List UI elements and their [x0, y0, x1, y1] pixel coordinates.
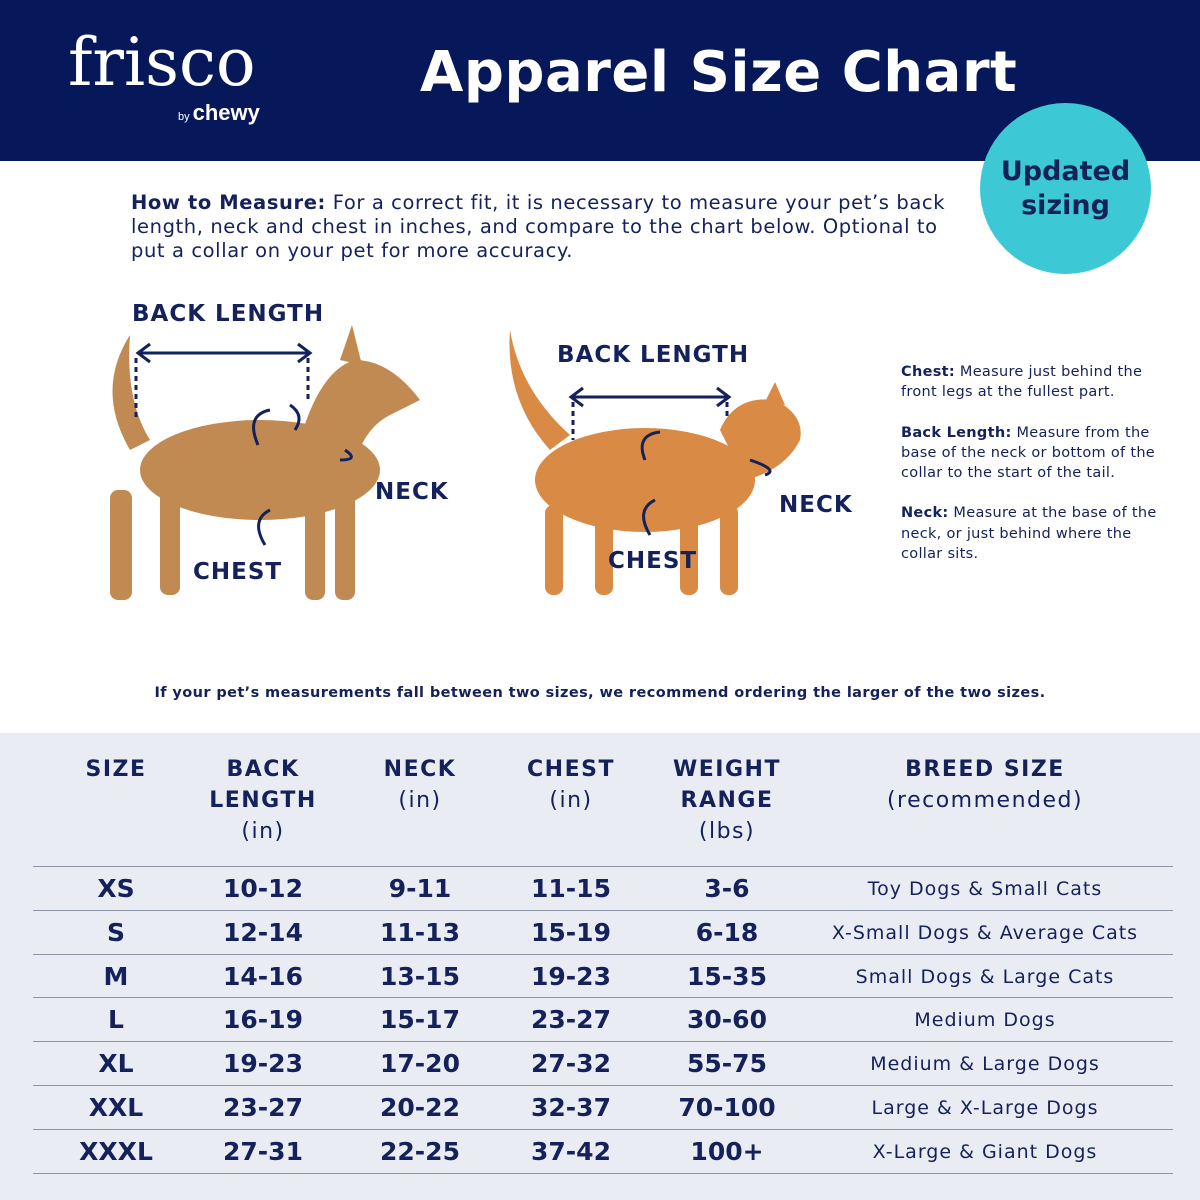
- note-chest: Chest: Measure just behind the front leg…: [901, 362, 1171, 403]
- table-cell: 12-14: [223, 917, 303, 947]
- table-row: XS 10-12 9-11 11-15 3-6 Toy Dogs & Small Cats: [33, 866, 1173, 910]
- table-row: XXL 23-27 20-22 32-37 70-100 Large & X-Large …: [33, 1085, 1173, 1129]
- table-cell: Toy Dogs & Small Cats: [867, 878, 1103, 900]
- table-cell: 32-37: [531, 1093, 611, 1122]
- updated-sizing-badge: Updated sizing: [980, 103, 1151, 274]
- table-cell: 11-15: [531, 874, 611, 903]
- table-cell: X-Large & Giant Dogs: [872, 1140, 1098, 1163]
- cat-chest-label: CHEST: [608, 548, 698, 574]
- table-cell: 16-19: [223, 1005, 303, 1035]
- table-cell: X-Small Dogs & Average Cats: [831, 921, 1139, 944]
- table-row: L 16-19 15-17 23-27 30-60 Medium Dogs: [33, 997, 1173, 1041]
- table-cell: 14-16: [223, 961, 303, 991]
- column-header-unit: (in): [398, 788, 442, 813]
- dog-chest-label: CHEST: [193, 559, 283, 585]
- table-divider: [33, 1173, 1173, 1174]
- note-neck: Neck: Measure at the base of the neck, o…: [901, 503, 1171, 564]
- table-cell: L: [108, 1005, 124, 1035]
- chewy-logo: by chewy: [178, 100, 260, 126]
- how-to-measure: How to Measure: For a correct fit, it is…: [131, 191, 951, 263]
- note-text: Measure at the base of the neck, or just…: [901, 505, 1157, 563]
- table-cell: 37-42: [531, 1136, 611, 1166]
- table-cell: 15-17: [380, 1005, 460, 1035]
- badge-line2: sizing: [1021, 189, 1110, 221]
- column-header-unit: (lbs): [698, 819, 756, 844]
- page-title: Apparel Size Chart: [420, 40, 1018, 105]
- logo-parent: chewy: [192, 100, 260, 125]
- column-header: CHEST (in): [511, 754, 631, 816]
- table-cell: 13-15: [380, 961, 460, 991]
- table-cell: 30-60: [687, 1005, 767, 1035]
- table-cell: 15-35: [687, 961, 767, 991]
- how-to-lead: How to Measure:: [131, 191, 326, 214]
- column-header: WEIGHT RANGE (lbs): [652, 754, 802, 847]
- column-header-title: BREED SIZE: [905, 757, 1065, 782]
- table-cell: Medium Dogs: [914, 1009, 1056, 1032]
- column-header: NECK (in): [360, 754, 480, 816]
- table-cell: 23-27: [223, 1093, 303, 1122]
- table-cell: Small Dogs & Large Cats: [855, 965, 1115, 988]
- table-cell: 55-75: [687, 1049, 767, 1079]
- column-header-unit: (recommended): [886, 788, 1084, 813]
- table-cell: 3-6: [704, 874, 750, 903]
- column-header-title: CHEST: [527, 757, 615, 782]
- note-term: Back Length:: [901, 424, 1012, 441]
- table-cell: Medium & Large Dogs: [870, 1053, 1100, 1076]
- table-cell: 10-12: [223, 874, 303, 903]
- table-cell: XL: [98, 1049, 134, 1079]
- column-header-title: BACK LENGTH: [209, 757, 317, 813]
- dog-neck-label: NECK: [375, 479, 449, 505]
- table-cell: 15-19: [531, 917, 611, 947]
- column-header: BREED SIZE (recommended): [855, 754, 1115, 816]
- sizing-tip: If your pet’s measurements fall between …: [154, 685, 1046, 701]
- logo-by: by: [178, 111, 190, 123]
- table-cell: 19-23: [223, 1049, 303, 1079]
- table-row: S 12-14 11-13 15-19 6-18 X-Small Dogs & Avera…: [33, 909, 1173, 954]
- column-header-unit: (in): [241, 819, 285, 844]
- dog-illustration: [110, 325, 420, 600]
- cat-illustration: [509, 330, 801, 595]
- column-header-title: WEIGHT RANGE: [673, 757, 781, 813]
- table-cell: 27-31: [223, 1136, 303, 1166]
- table-cell: Large & X-Large Dogs: [871, 1097, 1099, 1119]
- table-cell: S: [106, 917, 126, 947]
- table-cell: 6-18: [695, 917, 759, 947]
- table-cell: 19-23: [531, 961, 611, 991]
- table-cell: XXXL: [79, 1136, 153, 1166]
- dog-back-length-label: BACK LENGTH: [132, 301, 325, 327]
- table-cell: 22-25: [380, 1136, 460, 1166]
- frisco-logo: frisco: [68, 24, 256, 101]
- table-cell: 27-32: [531, 1049, 611, 1079]
- table-cell: XS: [97, 874, 135, 903]
- table-cell: 100+: [690, 1136, 764, 1166]
- table-cell: XXL: [88, 1093, 144, 1122]
- table-row: XXXL 27-31 22-25 37-42 100+ X-Large & Giant D…: [33, 1128, 1173, 1173]
- note-back-length: Back Length: Measure from the base of th…: [901, 423, 1171, 484]
- column-header: BACK LENGTH (in): [193, 754, 333, 847]
- table-cell: 9-11: [388, 874, 452, 903]
- table-cell: 20-22: [380, 1093, 460, 1122]
- table-row: M 14-16 13-15 19-23 15-35 Small Dogs & Large …: [33, 953, 1173, 998]
- column-header: SIZE: [56, 754, 176, 785]
- note-text: Measure from the base of the neck or bot…: [901, 424, 1156, 482]
- column-header-unit: (in): [549, 788, 593, 813]
- table-cell: M: [103, 961, 129, 991]
- note-term: Neck:: [901, 505, 949, 522]
- how-to-text: For a correct fit, it is necessary to me…: [131, 191, 946, 262]
- size-table: [0, 733, 1200, 1200]
- note-text: Measure just behind the front legs at th…: [901, 364, 1143, 401]
- table-cell: 11-13: [380, 917, 460, 947]
- table-cell: 23-27: [531, 1005, 611, 1035]
- table-cell: 70-100: [678, 1093, 776, 1122]
- note-term: Chest:: [901, 364, 955, 380]
- table-row: XL 19-23 17-20 27-32 55-75 Medium & Large Dog…: [33, 1041, 1173, 1085]
- column-header-title: NECK: [383, 757, 457, 782]
- column-header-title: SIZE: [85, 757, 147, 782]
- badge-line1: Updated: [1000, 155, 1131, 187]
- measurement-notes: Chest: Measure just behind the front leg…: [901, 362, 1171, 584]
- table-cell: 17-20: [380, 1049, 460, 1079]
- cat-neck-label: NECK: [779, 492, 853, 518]
- cat-back-length-label: BACK LENGTH: [557, 342, 750, 368]
